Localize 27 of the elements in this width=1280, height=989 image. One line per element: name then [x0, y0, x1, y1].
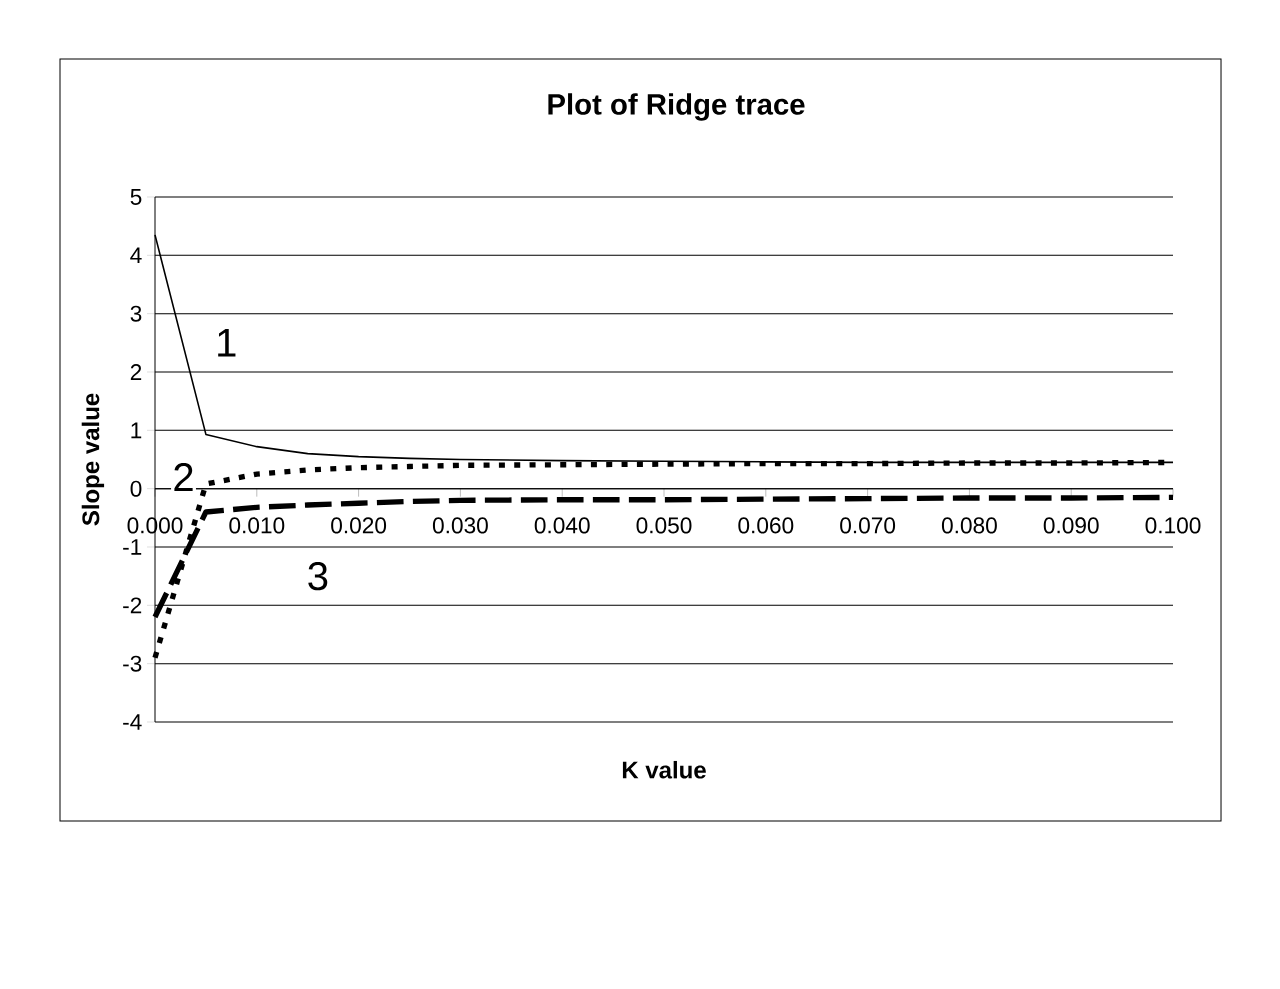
x-tick-label: 0.100 — [1145, 517, 1201, 534]
x-tick-label: 0.050 — [636, 517, 692, 534]
x-tick-label: 0.030 — [432, 517, 488, 534]
y-tick-label: 5 — [130, 189, 142, 205]
annotation: 2 — [174, 463, 193, 491]
y-tick-label: -3 — [123, 655, 142, 672]
y-tick-label: -2 — [123, 597, 142, 614]
y-tick-label: 1 — [131, 422, 142, 439]
x-tick-label: 0.020 — [331, 517, 387, 534]
annotation: 1 — [218, 329, 236, 357]
y-tick-label: 4 — [130, 247, 142, 264]
x-tick-label: 0.060 — [738, 517, 794, 534]
y-tick-label: 3 — [130, 305, 142, 322]
x-tick-label: 0.070 — [840, 517, 896, 534]
y-tick-label: -4 — [123, 714, 142, 730]
y-axis-title: Slope value — [81, 393, 105, 526]
chart-title: Plot of Ridge trace — [548, 93, 805, 121]
x-tick-label: 0.090 — [1043, 517, 1099, 534]
x-tick-label: 0.040 — [534, 517, 590, 534]
x-axis-title: K value — [622, 760, 706, 779]
y-tick-label: 2 — [130, 364, 142, 380]
y-tick-label: -1 — [123, 539, 142, 555]
x-tick-label: 0.000 — [127, 517, 183, 534]
x-tick-label: 0.010 — [229, 517, 285, 534]
x-tick-label: 0.080 — [941, 517, 997, 534]
annotation: 3 — [308, 561, 328, 591]
y-tick-label: 0 — [130, 480, 142, 497]
